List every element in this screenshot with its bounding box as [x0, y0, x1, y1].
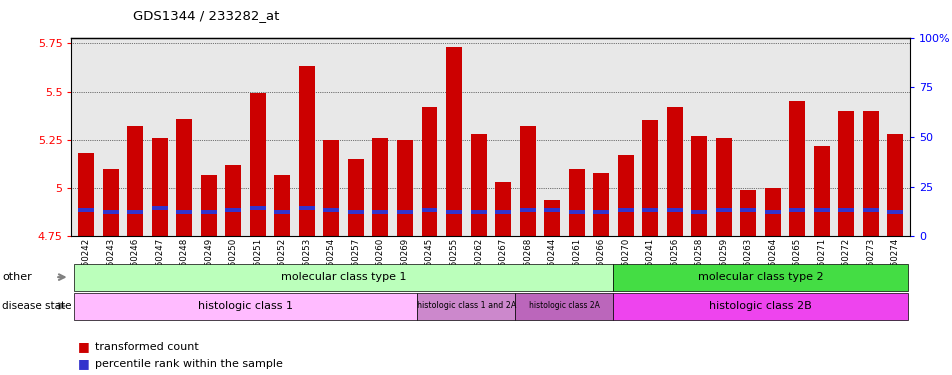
Bar	[249, 93, 266, 236]
Bar	[740, 190, 756, 236]
Bar	[515, 292, 613, 320]
Bar	[128, 210, 143, 214]
Text: histologic class 1 and 2A: histologic class 1 and 2A	[416, 302, 515, 310]
Bar	[323, 140, 339, 236]
Text: GDS1344 / 233282_at: GDS1344 / 233282_at	[133, 9, 280, 22]
Bar	[666, 107, 682, 236]
Bar	[519, 208, 535, 212]
Bar	[274, 174, 290, 236]
Bar	[788, 208, 804, 212]
Bar	[690, 136, 706, 236]
Bar	[862, 208, 878, 212]
Bar	[617, 155, 633, 236]
Bar	[74, 292, 417, 320]
Bar	[519, 126, 535, 236]
Bar	[613, 292, 906, 320]
Bar	[544, 208, 560, 212]
Bar	[249, 206, 266, 210]
Bar	[446, 210, 462, 214]
Bar	[617, 208, 633, 212]
Bar	[446, 47, 462, 236]
Bar	[176, 118, 192, 236]
Bar	[788, 101, 804, 236]
Bar	[862, 111, 878, 236]
Bar	[764, 188, 780, 236]
Text: molecular class type 2: molecular class type 2	[697, 272, 823, 282]
Bar	[103, 169, 119, 236]
Bar	[568, 210, 584, 214]
Bar	[128, 126, 143, 236]
Bar	[764, 210, 780, 214]
Bar	[372, 138, 388, 236]
Bar	[642, 208, 658, 212]
Bar	[397, 140, 412, 236]
Bar	[470, 134, 486, 236]
Bar	[421, 208, 437, 212]
Bar	[740, 208, 756, 212]
Bar	[642, 120, 658, 236]
Bar	[299, 66, 314, 236]
Bar	[690, 210, 706, 214]
Bar	[417, 292, 515, 320]
Bar	[151, 138, 168, 236]
Text: percentile rank within the sample: percentile rank within the sample	[95, 359, 283, 369]
Bar	[347, 210, 364, 214]
Text: histologic class 1: histologic class 1	[198, 301, 293, 311]
Bar	[715, 208, 731, 212]
Bar	[151, 206, 168, 210]
Text: disease state: disease state	[2, 301, 71, 311]
Bar	[838, 111, 853, 236]
Bar	[568, 169, 584, 236]
Text: histologic class 2A: histologic class 2A	[528, 302, 599, 310]
Bar	[838, 208, 853, 212]
Bar	[592, 210, 608, 214]
Bar	[225, 165, 241, 236]
Text: ■: ■	[78, 340, 89, 353]
Bar	[201, 210, 216, 214]
Bar	[813, 208, 829, 212]
Bar	[201, 174, 216, 236]
Bar	[421, 107, 437, 236]
Bar	[495, 182, 510, 236]
Text: ■: ■	[78, 357, 89, 370]
Bar	[176, 210, 192, 214]
Text: histologic class 2B: histologic class 2B	[708, 301, 811, 311]
Bar	[666, 208, 682, 212]
Bar	[225, 208, 241, 212]
Bar	[613, 264, 906, 291]
Bar	[544, 200, 560, 236]
Text: transformed count: transformed count	[95, 342, 199, 352]
Bar	[397, 210, 412, 214]
Bar	[274, 210, 290, 214]
Bar	[103, 210, 119, 214]
Bar	[495, 210, 510, 214]
Bar	[886, 134, 902, 236]
Text: molecular class type 1: molecular class type 1	[281, 272, 406, 282]
Bar	[299, 206, 314, 210]
Bar	[74, 264, 613, 291]
Bar	[886, 210, 902, 214]
Bar	[715, 138, 731, 236]
Bar	[813, 146, 829, 236]
Bar	[323, 208, 339, 212]
Text: other: other	[2, 272, 31, 282]
Bar	[347, 159, 364, 236]
Bar	[592, 172, 608, 236]
Bar	[78, 208, 94, 212]
Bar	[372, 210, 388, 214]
Bar	[470, 210, 486, 214]
Bar	[78, 153, 94, 236]
